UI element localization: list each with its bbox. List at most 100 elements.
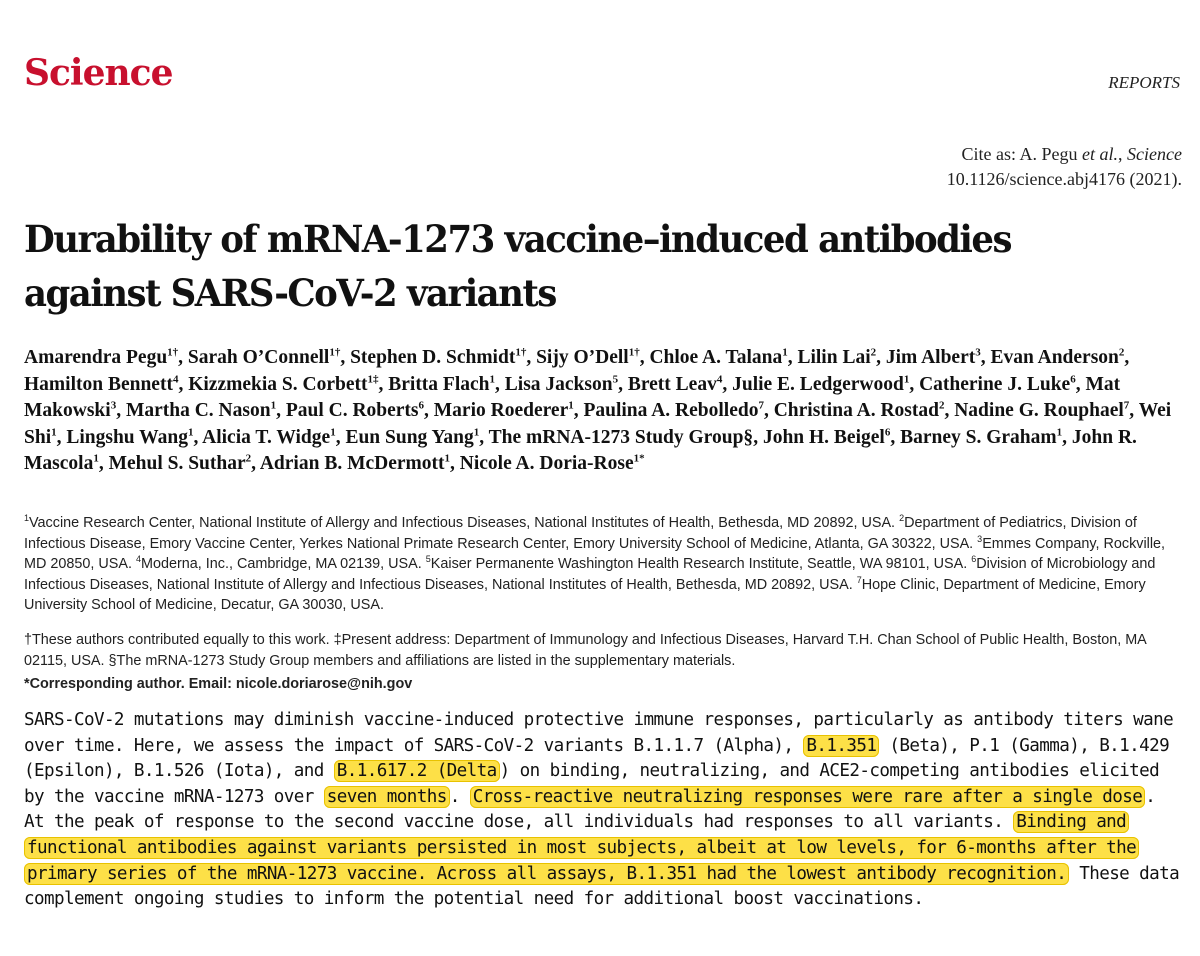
author-name: Julie E. Ledgerwood	[732, 373, 904, 395]
author-name: Brett Leav	[627, 373, 717, 395]
author-affiliation-mark: 1	[568, 399, 574, 412]
author-name: Mat Makowski	[24, 373, 1121, 422]
highlighted-text: B.1.351	[803, 734, 880, 757]
author-name: Lilin Lai	[797, 347, 871, 368]
affiliation-text: Emmes Company, Rockville, MD 20850, USA.	[24, 535, 1166, 573]
author-affiliation-mark: 1	[51, 426, 57, 438]
author-affiliation-mark: 3	[975, 346, 981, 359]
abstract-text: (Beta), P.1 (Gamma), B.1.429 (Epsilon), …	[24, 735, 1170, 782]
author-affiliation-mark: 1†	[329, 346, 341, 359]
author-name: Stephen D. Schmidt	[350, 347, 516, 368]
highlighted-text: Cross-reactive neutralizing responses we…	[469, 785, 1146, 808]
author-name: Barney S. Graham	[900, 426, 1057, 448]
author-affiliation-mark: 1	[330, 426, 336, 438]
author-affiliation-mark: 1*	[633, 452, 645, 465]
author-affiliation-mark: 2	[870, 346, 877, 359]
author-affiliation-mark: 1	[444, 452, 451, 465]
citation-block: Cite as: A. Pegu et al., Science 10.1126…	[947, 142, 1182, 192]
author-affiliation-mark: 1	[93, 452, 99, 465]
author-name: Amarendra Pegu	[24, 347, 168, 368]
abstract-text: These data complement ongoing studies to…	[24, 863, 1180, 910]
journal-logo: Science	[24, 52, 173, 94]
author-affiliation-mark: 1	[782, 346, 788, 359]
author-name: Nadine G. Rouphael	[954, 400, 1124, 421]
citation-journal: Science	[1127, 144, 1182, 164]
citation-sep: ,	[1118, 144, 1128, 164]
author-name: Martha C. Nason	[125, 400, 271, 421]
author-affiliation-mark: 5	[612, 373, 619, 385]
author-list: Amarendra Pegu1†, Sarah O’Connell1†, Ste…	[24, 346, 1172, 475]
author-affiliation-mark: 1	[270, 399, 277, 412]
abstract-text: . At the peak of response to the second …	[24, 786, 1156, 833]
author-affiliation-mark: 1	[473, 426, 480, 438]
author-name: Lingshu Wang	[66, 426, 188, 448]
abstract: SARS-CoV-2 mutations may diminish vaccin…	[24, 708, 1184, 913]
affiliation-number: 7	[856, 574, 862, 585]
author-affiliation-mark: 2	[245, 452, 252, 465]
author-affiliation-mark: 1†	[515, 346, 527, 359]
author-name: John H. Beigel	[762, 426, 885, 448]
author-name: John R. Mascola	[24, 426, 1137, 475]
author-name: Wei Shi	[24, 400, 1172, 448]
author-affiliation-mark: 1	[489, 373, 496, 385]
author-affiliation-mark: 3	[110, 399, 117, 412]
abstract-text: SARS-CoV-2 mutations may diminish vaccin…	[24, 710, 1174, 756]
author-name: Paulina A. Rebolledo	[583, 400, 759, 421]
author-name: Catherine J. Luke	[919, 373, 1071, 395]
author-name: The mRNA-1273 Study Group§	[488, 426, 754, 448]
affiliation-number: 6	[971, 554, 977, 565]
affiliation-number: 1	[24, 513, 30, 524]
affiliations: 1Vaccine Research Center, National Insti…	[24, 513, 1184, 616]
author-affiliation-mark: 1†	[167, 346, 179, 359]
affiliation-text: Vaccine Research Center, National Instit…	[29, 515, 896, 531]
author-footnotes: †These authors contributed equally to th…	[24, 632, 1146, 669]
author-affiliation-mark: 2	[938, 399, 945, 412]
citation-doi: 10.1126/science.abj4176 (2021).	[946, 169, 1182, 189]
citation-prefix: Cite as: A. Pegu	[961, 144, 1083, 164]
author-name: Mehul S. Suthar	[108, 453, 246, 474]
author-name: Eun Sung Yang	[345, 426, 474, 448]
author-name: Jim Albert	[885, 347, 976, 368]
author-name: Sarah O’Connell	[187, 347, 330, 368]
author-name: Sijy O’Dell	[536, 347, 629, 368]
author-affiliation-mark: 1	[187, 426, 194, 438]
author-name: Evan Anderson	[990, 347, 1119, 368]
author-affiliation-mark: 1†	[628, 346, 640, 359]
author-affiliation-mark: 1	[1056, 426, 1063, 438]
author-affiliation-mark: 4	[716, 373, 723, 385]
affiliation-text: Department of Pediatrics, Division of In…	[24, 515, 1137, 552]
affiliation-text: Moderna, Inc., Cambridge, MA 02139, USA.	[141, 556, 422, 572]
author-affiliation-mark: 4	[172, 373, 179, 385]
author-name: Christina A. Rostad	[773, 400, 939, 421]
affiliation-number: 3	[977, 533, 983, 544]
author-name: Lisa Jackson	[504, 373, 613, 395]
citation-etal: et al.	[1082, 144, 1119, 164]
author-name: Paul C. Roberts	[285, 400, 419, 421]
author-name: Chloe A. Talana	[649, 347, 783, 368]
author-name: Kizzmekia S. Corbett	[188, 373, 368, 395]
author-name: Hamilton Bennett	[24, 373, 173, 395]
abstract-text: ) on binding, neutralizing, and ACE2-com…	[24, 761, 1160, 807]
affiliation-number: 5	[425, 554, 431, 565]
author-name: Mario Roederer	[433, 400, 569, 421]
author-affiliation-mark: 7	[1123, 399, 1130, 412]
author-name: Adrian B. McDermott	[259, 453, 445, 474]
highlighted-text: B.1.617.2 (Delta	[333, 760, 500, 783]
affiliation-number: 2	[899, 513, 905, 524]
author-affiliation-mark: 2	[1118, 346, 1125, 359]
author-affiliation-mark: 1‡	[367, 373, 379, 385]
author-name: Britta Flach	[388, 373, 490, 395]
affiliation-text: Hope Clinic, Department of Medicine, Emo…	[24, 576, 1146, 614]
author-affiliation-mark: 6	[1070, 373, 1076, 385]
paper-title: Durability of mRNA-1273 vaccine–induced …	[24, 217, 1012, 315]
author-name: Alicia T. Widge	[202, 426, 331, 448]
abstract-text: .	[449, 786, 470, 807]
corresponding-author: *Corresponding author. Email: nicole.dor…	[24, 676, 413, 692]
author-affiliation-mark: 7	[758, 399, 764, 412]
author-affiliation-mark: 6	[418, 399, 425, 412]
author-affiliation-mark: 1	[903, 373, 910, 385]
highlighted-text: seven months	[323, 785, 450, 808]
citation-line: Cite as: A. Pegu et al., Science	[947, 142, 1182, 167]
affiliation-text: Division of Microbiology and Infectious …	[24, 556, 1156, 593]
affiliation-text: Kaiser Permanente Washington Health Rese…	[430, 556, 968, 572]
